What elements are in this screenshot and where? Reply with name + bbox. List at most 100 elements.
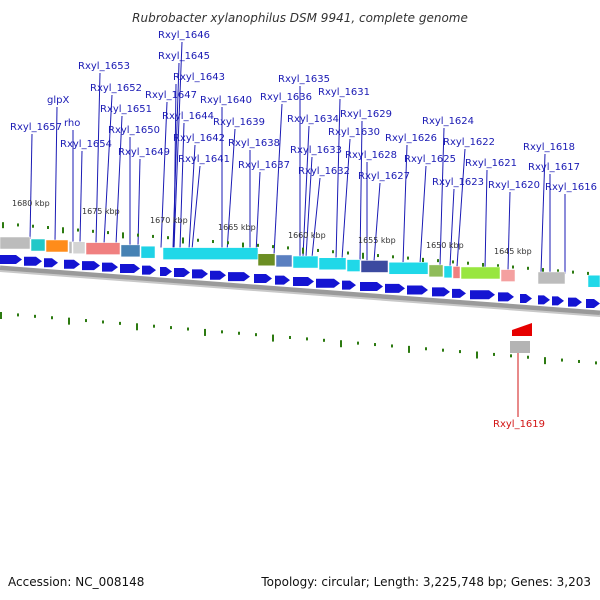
feature-block[interactable] bbox=[318, 257, 347, 270]
feature-block[interactable] bbox=[275, 254, 293, 268]
feature-block[interactable] bbox=[388, 262, 429, 275]
gene-arrow[interactable] bbox=[552, 296, 564, 306]
feature-block[interactable] bbox=[85, 242, 121, 255]
feature-block[interactable] bbox=[500, 269, 516, 282]
gene-label-rxyl-1621[interactable]: Rxyl_1621 bbox=[465, 158, 517, 169]
gene-label-rxyl-1654[interactable]: Rxyl_1654 bbox=[60, 139, 112, 150]
gene-arrow[interactable] bbox=[385, 283, 405, 293]
feature-block[interactable] bbox=[72, 241, 86, 254]
feature-block[interactable] bbox=[443, 265, 453, 279]
gene-arrow[interactable] bbox=[82, 261, 100, 271]
feature-block[interactable] bbox=[30, 238, 46, 252]
gene-arrow[interactable] bbox=[538, 295, 550, 305]
gene-arrow[interactable] bbox=[452, 288, 466, 298]
gene-label-glpx[interactable]: glpX bbox=[47, 95, 69, 106]
gene-arrow[interactable] bbox=[64, 259, 80, 269]
feature-block[interactable] bbox=[45, 239, 69, 253]
gene-label-rxyl-1653[interactable]: Rxyl_1653 bbox=[78, 61, 130, 72]
gene-label-rxyl-1618[interactable]: Rxyl_1618 bbox=[523, 142, 575, 153]
feature-block[interactable] bbox=[0, 236, 31, 250]
gene-arrow[interactable] bbox=[407, 285, 428, 295]
gene-label-rxyl-1637[interactable]: Rxyl_1637 bbox=[238, 160, 290, 171]
gene-arrow[interactable] bbox=[210, 270, 226, 280]
gene-label-rho[interactable]: rho bbox=[64, 118, 80, 129]
gene-label-rxyl-1647[interactable]: Rxyl_1647 bbox=[145, 90, 197, 101]
gene-arrow[interactable] bbox=[586, 298, 600, 308]
gene-arrow[interactable] bbox=[342, 280, 356, 290]
gene-label-rxyl-1623[interactable]: Rxyl_1623 bbox=[432, 177, 484, 188]
gene-label-rxyl-1625[interactable]: Rxyl_1625 bbox=[404, 154, 456, 165]
gene-label-rxyl-1624[interactable]: Rxyl_1624 bbox=[422, 116, 474, 127]
gene-label-rxyl-1652[interactable]: Rxyl_1652 bbox=[90, 83, 142, 94]
tick-mark bbox=[51, 316, 53, 320]
gene-arrow-rxyl-1619[interactable] bbox=[512, 323, 532, 336]
feature-block[interactable] bbox=[346, 259, 361, 272]
gene-arrow[interactable] bbox=[360, 282, 383, 291]
gene-label-rxyl-1657[interactable]: Rxyl_1657 bbox=[10, 122, 62, 133]
feature-block[interactable] bbox=[587, 274, 600, 288]
gene-arrow[interactable] bbox=[142, 265, 156, 275]
gene-label-rxyl-1617[interactable]: Rxyl_1617 bbox=[528, 162, 580, 173]
tick-mark bbox=[510, 354, 512, 358]
gene-arrow[interactable] bbox=[293, 276, 314, 286]
gene-arrow[interactable] bbox=[470, 290, 495, 300]
gene-label-rxyl-1619[interactable]: Rxyl_1619 bbox=[493, 419, 545, 430]
gene-arrow[interactable] bbox=[432, 287, 450, 297]
gene-label-rxyl-1629[interactable]: Rxyl_1629 bbox=[340, 109, 392, 120]
feature-block[interactable] bbox=[257, 253, 276, 267]
feature-block[interactable] bbox=[537, 271, 566, 285]
gene-arrow[interactable] bbox=[102, 262, 118, 272]
gene-label-rxyl-1634[interactable]: Rxyl_1634 bbox=[287, 114, 339, 125]
gene-arrow[interactable] bbox=[228, 272, 250, 282]
gene-label-rxyl-1640[interactable]: Rxyl_1640 bbox=[200, 95, 252, 106]
gene-label-rxyl-1642[interactable]: Rxyl_1642 bbox=[173, 133, 225, 144]
gene-label-rxyl-1641[interactable]: Rxyl_1641 bbox=[178, 154, 230, 165]
gene-arrow[interactable] bbox=[160, 267, 172, 276]
feature-block[interactable] bbox=[428, 264, 444, 278]
gene-arrow[interactable] bbox=[24, 256, 42, 266]
feature-block[interactable] bbox=[292, 255, 319, 269]
gene-label-rxyl-1645[interactable]: Rxyl_1645 bbox=[158, 51, 210, 62]
feature-block[interactable] bbox=[460, 266, 501, 280]
feature-block[interactable] bbox=[452, 266, 461, 279]
gene-label-rxyl-1630[interactable]: Rxyl_1630 bbox=[328, 127, 380, 138]
gene-label-rxyl-1620[interactable]: Rxyl_1620 bbox=[488, 180, 540, 191]
gene-label-rxyl-1633[interactable]: Rxyl_1633 bbox=[290, 145, 342, 156]
gene-label-rxyl-1632[interactable]: Rxyl_1632 bbox=[298, 166, 350, 177]
gene-arrow[interactable] bbox=[498, 292, 514, 302]
gene-arrow[interactable] bbox=[275, 275, 290, 285]
gene-label-rxyl-1649[interactable]: Rxyl_1649 bbox=[118, 147, 170, 158]
feature-block[interactable] bbox=[120, 244, 141, 258]
gene-arrow[interactable] bbox=[316, 278, 340, 288]
gene-label-rxyl-1636[interactable]: Rxyl_1636 bbox=[260, 92, 312, 103]
gene-label-rxyl-1631[interactable]: Rxyl_1631 bbox=[318, 87, 370, 98]
gene-label-rxyl-1646[interactable]: Rxyl_1646 bbox=[158, 30, 210, 41]
gene-arrow[interactable] bbox=[0, 255, 22, 264]
gene-arrow[interactable] bbox=[568, 297, 582, 307]
feature-block[interactable] bbox=[360, 260, 389, 273]
gene-label-rxyl-1622[interactable]: Rxyl_1622 bbox=[443, 137, 495, 148]
feature-block[interactable] bbox=[140, 245, 156, 259]
gene-label-rxyl-1626[interactable]: Rxyl_1626 bbox=[385, 133, 437, 144]
kbp-label: 1655 kbp bbox=[358, 236, 396, 245]
gene-arrow[interactable] bbox=[44, 258, 58, 268]
gene-feature-rxyl-1619[interactable] bbox=[510, 341, 530, 353]
gene-label-rxyl-1639[interactable]: Rxyl_1639 bbox=[213, 117, 265, 128]
feature-block[interactable] bbox=[68, 241, 73, 254]
gene-label-rxyl-1650[interactable]: Rxyl_1650 bbox=[108, 125, 160, 136]
gene-arrow[interactable] bbox=[174, 268, 190, 278]
gene-label-rxyl-1635[interactable]: Rxyl_1635 bbox=[278, 74, 330, 85]
gene-label-rxyl-1628[interactable]: Rxyl_1628 bbox=[345, 150, 397, 161]
gene-label-rxyl-1644[interactable]: Rxyl_1644 bbox=[162, 111, 214, 122]
gene-label-rxyl-1643[interactable]: Rxyl_1643 bbox=[173, 72, 225, 83]
gene-arrow[interactable] bbox=[120, 264, 140, 273]
gene-arrow[interactable] bbox=[254, 274, 272, 284]
gene-arrow[interactable] bbox=[520, 294, 532, 303]
gene-label-rxyl-1638[interactable]: Rxyl_1638 bbox=[228, 138, 280, 149]
gene-label-rxyl-1616[interactable]: Rxyl_1616 bbox=[545, 182, 597, 193]
gene-arrow[interactable] bbox=[192, 269, 208, 279]
gene-label-rxyl-1627[interactable]: Rxyl_1627 bbox=[358, 171, 410, 182]
gene-label-rxyl-1651[interactable]: Rxyl_1651 bbox=[100, 104, 152, 115]
feature-block[interactable] bbox=[162, 247, 259, 260]
